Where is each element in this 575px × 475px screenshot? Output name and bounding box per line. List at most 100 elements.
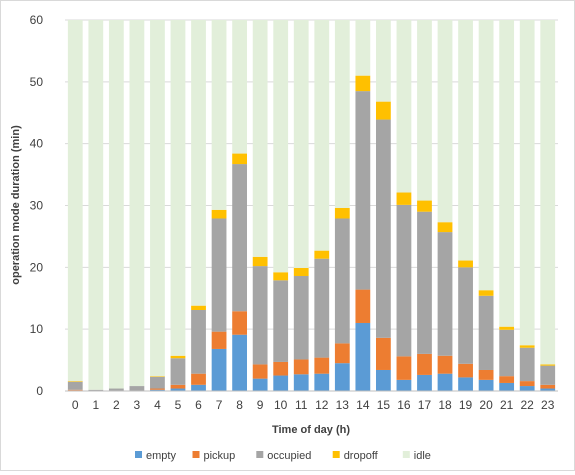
bar-segment-idle (519, 20, 535, 346)
bar-stacks (67, 20, 556, 391)
bar-segment-occupied (293, 275, 309, 360)
x-tick-label: 10 (274, 398, 288, 412)
x-tick-label: 21 (500, 398, 514, 412)
x-tick-label: 13 (336, 398, 350, 412)
legend-swatch (402, 451, 410, 458)
bar-stack (519, 20, 535, 391)
bar-segment-dropoff (478, 290, 494, 296)
bar-segment-occupied (67, 381, 83, 390)
legend-label: pickup (204, 450, 236, 462)
bar-segment-dropoff (293, 267, 309, 276)
bar-segment-pickup (396, 356, 412, 380)
bar-segment-pickup (499, 376, 515, 383)
bar-segment-pickup (376, 337, 391, 370)
bar-stack (67, 20, 83, 391)
bar-segment-occupied (355, 91, 371, 290)
bar-segment-dropoff (334, 207, 350, 219)
bar-segment-empty (458, 377, 473, 391)
bar-segment-empty (540, 388, 556, 391)
bar-stack (88, 20, 104, 391)
bar-segment-idle (396, 20, 412, 193)
x-tick-label: 0 (72, 398, 79, 412)
bar-segment-occupied (314, 258, 330, 358)
bar-segment-occupied (88, 389, 104, 391)
bar-segment-dropoff (417, 200, 432, 212)
x-tick-label: 20 (479, 398, 493, 412)
y-tick-label: 0 (36, 384, 43, 398)
bar-segment-empty (499, 382, 515, 391)
bar-segment-idle (540, 20, 556, 365)
x-axis-title: Time of day (h) (272, 424, 350, 436)
bar-segment-occupied (273, 280, 289, 362)
bar-segment-empty (314, 373, 330, 391)
bar-segment-empty (478, 379, 494, 391)
y-tick-label: 30 (30, 199, 44, 213)
y-axis-title: operation mode duration (min) (10, 125, 22, 285)
bar-segment-occupied (437, 232, 453, 356)
bar-segment-dropoff (437, 222, 453, 233)
bar-segment-empty (396, 379, 412, 391)
bar-segment-occupied (417, 211, 432, 354)
bar-segment-dropoff (150, 376, 165, 377)
bar-segment-empty (150, 389, 165, 391)
bar-segment-dropoff (252, 256, 268, 267)
bar-stack (170, 20, 186, 391)
bar-segment-occupied (519, 347, 535, 382)
bar-segment-occupied (129, 386, 145, 391)
bar-segment-pickup (273, 361, 289, 376)
legend-swatch (135, 451, 142, 458)
x-tick-label: 15 (377, 398, 391, 412)
gridlines (65, 19, 558, 330)
bar-segment-pickup (150, 388, 165, 390)
y-tick-label: 20 (30, 260, 44, 274)
bar-segment-pickup (355, 289, 371, 323)
bar-segment-dropoff (191, 305, 206, 310)
bar-segment-occupied (458, 267, 473, 364)
legend-swatch (332, 451, 340, 458)
legend-item: occupied (256, 450, 311, 462)
bar-segment-dropoff (273, 272, 289, 281)
bar-stack (252, 20, 268, 391)
bar-segment-occupied (396, 204, 412, 357)
y-axis-ticks: 0 10 20 30 40 50 60 (30, 13, 44, 398)
x-tick-label: 8 (236, 398, 243, 412)
legend-item: empty (135, 450, 176, 462)
bar-stack (417, 20, 432, 391)
bar-segment-idle (458, 20, 473, 261)
bar-segment-dropoff (519, 345, 535, 348)
bar-segment-idle (88, 20, 104, 390)
bar-stack (396, 20, 412, 391)
bar-segment-occupied (170, 358, 186, 385)
x-tick-label: 17 (418, 398, 432, 412)
bar-segment-pickup (519, 381, 535, 387)
bar-stack (191, 20, 206, 391)
bar-stack (211, 20, 227, 391)
legend-item: dropoff (332, 450, 379, 462)
x-tick-label: 16 (397, 398, 411, 412)
bar-stack (355, 20, 371, 391)
bar-segment-dropoff (232, 153, 247, 165)
x-tick-label: 5 (175, 398, 182, 412)
bar-stack (129, 20, 145, 391)
bar-segment-empty (437, 373, 453, 391)
bar-segment-occupied (108, 388, 124, 391)
x-tick-label: 14 (356, 398, 370, 412)
bar-stack (458, 20, 473, 391)
bar-segment-pickup (211, 331, 227, 349)
bar-segment-pickup (293, 359, 309, 375)
x-tick-label: 9 (257, 398, 264, 412)
legend-item: pickup (192, 450, 236, 462)
bar-segment-pickup (232, 311, 247, 335)
bar-segment-idle (129, 20, 145, 387)
bar-segment-empty (252, 378, 268, 391)
bar-stack (314, 20, 330, 391)
bar-segment-dropoff (499, 326, 515, 330)
bar-segment-empty (170, 388, 186, 391)
bar-segment-idle (334, 20, 350, 208)
bar-segment-pickup (191, 373, 206, 385)
bar-segment-idle (293, 20, 309, 268)
bar-stack (108, 20, 124, 391)
bar-segment-empty (191, 384, 206, 391)
